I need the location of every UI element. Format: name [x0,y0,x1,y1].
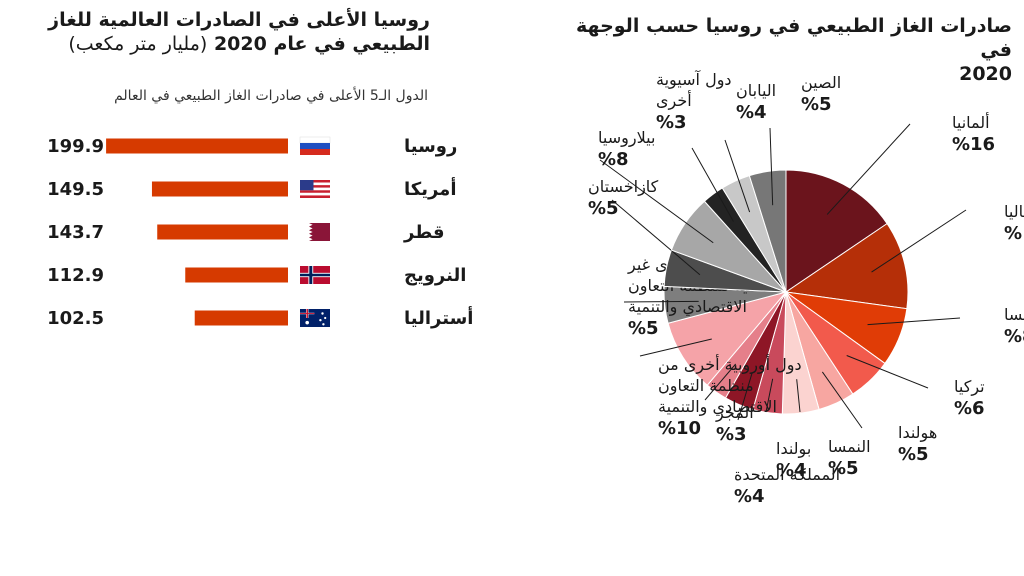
pie-pct-label: %6 [954,398,985,419]
pie-label: الصين [801,73,841,93]
pie-slice [784,222,909,310]
leader-line [765,378,774,413]
left-title-line2: الطبيعي في عام 2020 [213,33,430,55]
pie-label: دول آسيوية [656,70,732,90]
bar-category-label: أستراليا [404,306,473,329]
pie-pct-label: %3 [656,112,687,133]
leader-line [639,338,712,357]
leader-line [623,300,699,303]
leader-line [611,199,701,276]
pie-pct-label: %16 [952,134,995,155]
pie-pct-label: %3 [716,424,747,445]
bar-category-label: أمريكا [404,177,457,200]
pie-pct-label: %5 [588,198,619,219]
pie-pct-label: %4 [776,460,807,481]
bar-category-label: النرويج [404,265,466,286]
leader-line [724,139,751,213]
pie-label: إيطاليا [1004,202,1024,221]
pie-label: أخرى [656,90,692,111]
pie-label: هولندا [898,423,937,443]
pie-pct-label: %10 [658,418,701,439]
bar-value-label: 112.9 [47,265,104,286]
leader-line [871,209,967,273]
bar-value-label: 102.5 [47,308,104,329]
bar-value-label: 149.5 [47,179,104,200]
leader-line [796,379,801,413]
leader-line [691,147,734,222]
qatar-flag-icon [300,223,330,241]
pie-slice [667,291,788,386]
pie-label: منظمة التعاون [658,376,754,396]
pie-label: تركيا [954,377,985,397]
leader-line [737,372,753,421]
right-chart-title: صادرات الغاز الطبيعي في روسيا حسب الوجهة… [560,14,1012,86]
left-title-unit: (مليار متر مكعب) [68,33,208,55]
pie-pct-label: %5 [898,444,929,465]
leader-line [846,355,929,389]
norway-flag-icon [300,266,330,284]
pie-label: المملكة المتحدة [734,465,840,484]
pie-label: بيلاروسيا [598,128,655,148]
bar [194,310,288,326]
leader-line [769,127,774,206]
left-title-line1: روسيا الأعلى في الصادرات العالمية للغاز [48,9,430,31]
pie-label: الاقتصادي والتنمية [628,297,747,317]
bar-category-label: قطر [403,222,445,243]
pie-pct-label: %12 [1004,223,1024,244]
pie-label: النمسا [828,437,871,456]
pie-pct-label: %5 [628,318,659,339]
bar-value-label: 143.7 [47,222,104,243]
pie-label: فرنسا [1004,305,1024,325]
pie-pct-label: %5 [801,94,832,115]
right-title-line1: صادرات الغاز الطبيعي في روسيا حسب الوجهة… [576,15,1012,61]
bar [106,138,288,154]
bar [151,181,288,197]
leader-line [704,363,737,401]
pie-label: اليابان [736,81,776,100]
pie-label: دول أوروبية أخرى من [658,354,802,375]
leader-line [821,371,863,429]
pie-slice [748,169,787,293]
bar-category-label: روسيا [404,136,457,157]
pie-label: كازاخستان [588,177,659,197]
pie-slice [785,169,888,293]
leader-line [867,317,961,326]
pie-pct-label: %4 [736,102,767,123]
australia-flag-icon [300,309,330,327]
pie-pct-label: %8 [598,149,629,170]
russia-flag-icon [299,136,331,155]
left-chart-title: روسيا الأعلى في الصادرات العالمية للغاز … [40,8,430,56]
bar [185,267,288,283]
pie-pct-label: %5 [828,458,859,479]
pie-pct-label: %8 [1004,326,1024,347]
pie-label: بولندا [776,439,811,459]
left-chart-subtitle: الدول الـ5 الأعلى في صادرات الغاز الطبيع… [114,88,428,104]
pie-label: الاقتصادي والتنمية [658,397,777,417]
bar [157,224,288,240]
usa-flag-icon [300,180,330,198]
leader-line [599,159,714,244]
pie-pct-label: %4 [734,486,765,507]
pie-label: المجر [715,403,754,423]
leader-line [826,123,911,215]
right-title-line2: 2020 [959,63,1012,85]
pie-label: ألمانيا [952,112,990,132]
bar-value-label: 199.9 [47,136,104,157]
